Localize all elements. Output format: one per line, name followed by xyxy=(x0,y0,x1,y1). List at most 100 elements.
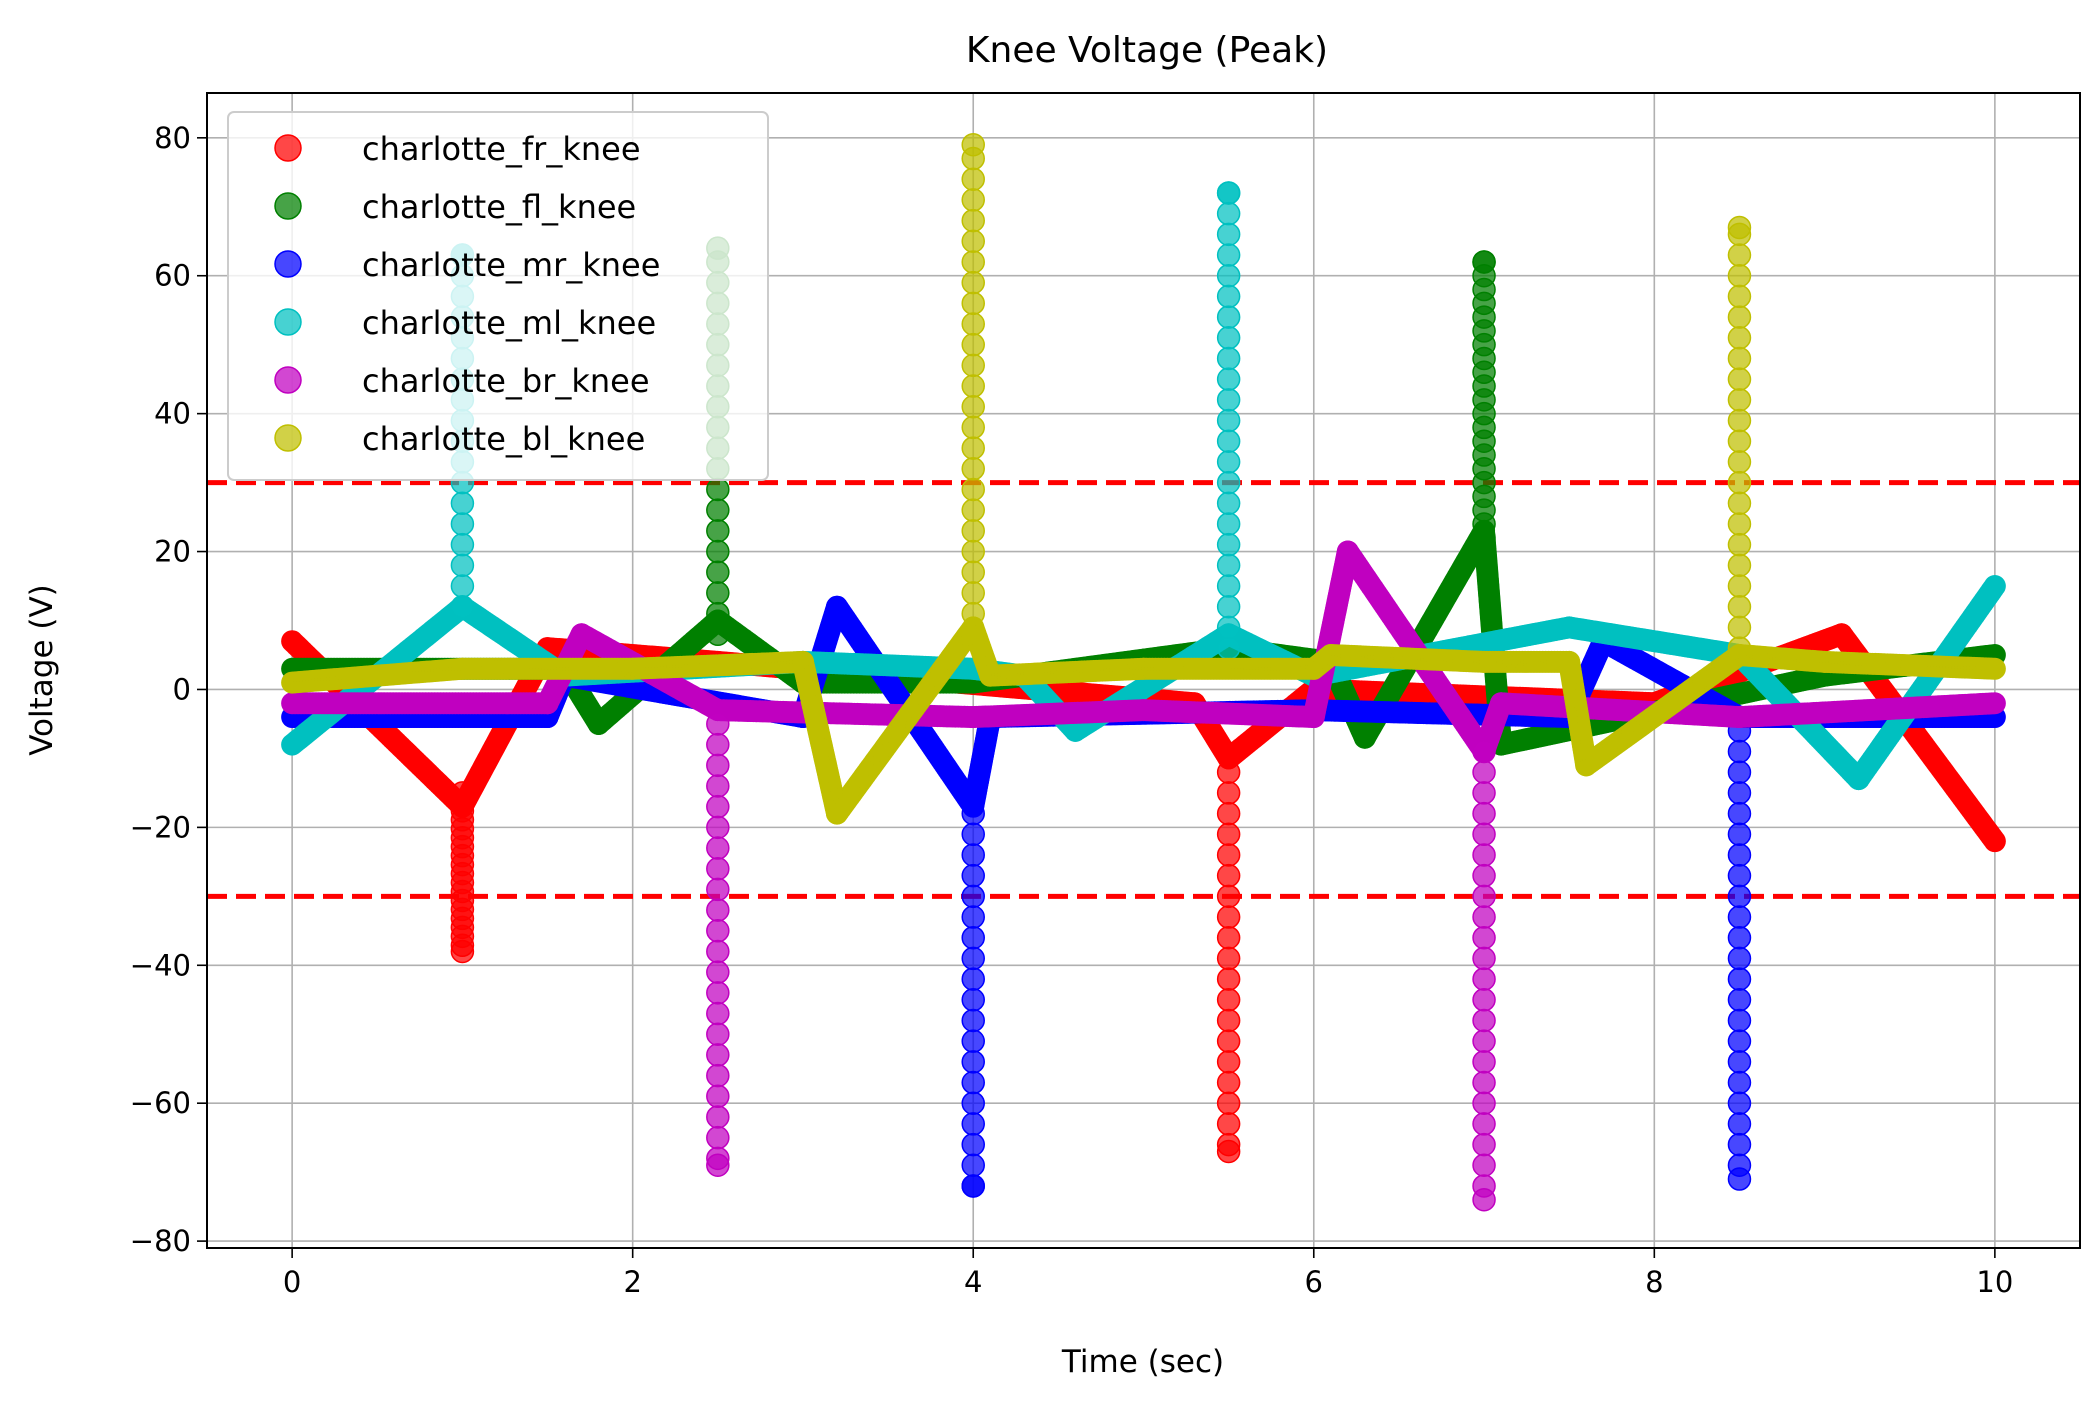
spike-point xyxy=(1727,781,1752,805)
data-series xyxy=(281,132,2006,1212)
spike-point xyxy=(961,436,985,460)
spike-point xyxy=(706,836,730,860)
spike-point xyxy=(961,1132,985,1157)
spike-point xyxy=(1216,222,1241,247)
spike-point xyxy=(1216,1070,1241,1095)
spike-point xyxy=(961,312,985,336)
spike-point xyxy=(1727,1132,1752,1157)
spike-point xyxy=(1727,822,1752,847)
x-tick-label: 2 xyxy=(623,1265,641,1299)
legend-marker xyxy=(274,250,302,278)
spike-point xyxy=(1727,574,1752,598)
spike-point xyxy=(1216,1050,1241,1074)
spike-point xyxy=(706,519,730,543)
spike-point xyxy=(961,622,985,647)
legend-marker xyxy=(274,366,302,394)
spike-point xyxy=(706,960,730,984)
spike-point xyxy=(1727,263,1752,288)
spike-point xyxy=(1727,512,1752,536)
spike-point xyxy=(1216,1029,1241,1053)
spike-point xyxy=(1216,429,1241,453)
spike-point xyxy=(961,1029,985,1053)
spike-point xyxy=(1727,491,1752,516)
spike-point xyxy=(1727,1167,1752,1191)
spike-point xyxy=(1216,553,1241,578)
spike-point xyxy=(1727,326,1752,350)
spike-point xyxy=(706,774,730,798)
y-tick-label: −40 xyxy=(130,948,191,982)
spike-point xyxy=(1727,905,1752,929)
spike-point xyxy=(706,601,730,626)
spike-point xyxy=(1727,988,1752,1012)
spike-point xyxy=(1727,408,1752,433)
spike-point xyxy=(1727,594,1752,619)
y-tick-label: −80 xyxy=(130,1224,191,1258)
spike-point xyxy=(1216,305,1241,329)
spike-point xyxy=(961,801,985,826)
spike-point xyxy=(450,512,475,536)
spike-point xyxy=(1472,760,1496,784)
spike-point xyxy=(706,877,730,902)
spike-point xyxy=(1216,925,1241,950)
spike-point xyxy=(706,732,730,757)
spike-point xyxy=(706,856,730,881)
spike-point xyxy=(1727,739,1752,764)
spike-point xyxy=(1472,905,1496,929)
spike-point xyxy=(1727,801,1752,826)
spike-point xyxy=(1727,532,1752,557)
spike-point xyxy=(1216,512,1241,536)
spike-point xyxy=(961,884,985,909)
spike-point xyxy=(1472,1112,1496,1136)
spike-point xyxy=(1216,594,1241,619)
y-tick-label: −20 xyxy=(130,810,191,844)
spike-point xyxy=(1727,346,1752,371)
spike-point xyxy=(1727,429,1752,453)
legend: charlotte_fr_kneecharlotte_fl_kneecharlo… xyxy=(227,111,769,481)
legend-label: charlotte_mr_knee xyxy=(362,246,660,284)
spike-point xyxy=(1472,967,1496,991)
spike-point xyxy=(1472,1153,1496,1178)
spike-point xyxy=(1216,408,1241,433)
spike-point xyxy=(961,560,985,584)
spike-point xyxy=(1216,781,1241,805)
spike-point xyxy=(706,1022,730,1046)
spike-point xyxy=(1727,843,1752,867)
data-point xyxy=(1983,575,2006,598)
spike-point xyxy=(961,498,985,522)
chart-title: Knee Voltage (Peak) xyxy=(966,30,1328,71)
x-axis-label: Time (sec) xyxy=(1061,1344,1224,1380)
x-tick-label: 10 xyxy=(1976,1265,2013,1299)
spike-point xyxy=(1216,450,1241,474)
spike-point xyxy=(961,477,985,502)
spike-point xyxy=(1727,305,1752,329)
spike-point xyxy=(961,905,985,929)
legend-marker xyxy=(274,192,302,220)
spike-point xyxy=(1727,760,1752,784)
spike-point xyxy=(1727,1008,1752,1033)
spike-point xyxy=(1216,574,1241,598)
spike-point xyxy=(961,457,985,481)
spike-point xyxy=(450,939,475,964)
spike-point xyxy=(1216,388,1241,412)
spike-point xyxy=(1727,884,1752,909)
data-point xyxy=(1983,692,2006,715)
x-tick-label: 8 xyxy=(1645,1265,1663,1299)
spike-point xyxy=(1216,181,1241,205)
spike-point xyxy=(1727,1091,1752,1115)
legend-label: charlotte_fl_knee xyxy=(362,188,636,226)
y-axis-label: Voltage (V) xyxy=(24,584,60,756)
spike-point xyxy=(706,981,730,1005)
spike-point xyxy=(1216,1112,1241,1136)
y-tick-label: 20 xyxy=(154,535,191,569)
spike-point xyxy=(1472,925,1496,950)
spike-point xyxy=(706,622,730,647)
spike-point xyxy=(961,519,985,543)
spike-point xyxy=(1216,636,1241,660)
spike-point xyxy=(961,291,985,316)
spike-point xyxy=(961,394,985,419)
spike-point xyxy=(1727,215,1752,240)
spike-point xyxy=(961,250,985,274)
spike-point xyxy=(450,553,475,578)
spike-point xyxy=(1216,1008,1241,1033)
